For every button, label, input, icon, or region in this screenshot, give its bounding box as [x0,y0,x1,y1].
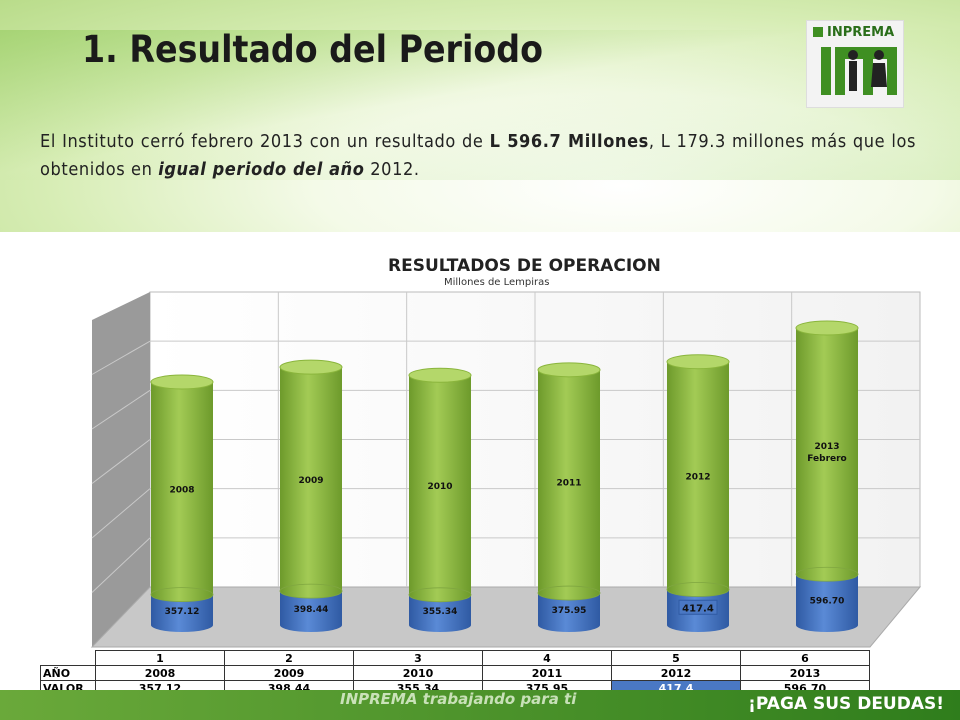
inprema-logo: INPREMA [806,20,904,108]
gridline [91,389,151,430]
cylinder-value-label: 417.4 [682,603,714,614]
table-cell: 2011 [482,665,612,681]
slide-title: 1. Resultado del Periodo [82,28,543,71]
header-swoosh [0,30,960,180]
cylinder-year-label: 2009 [298,476,323,486]
summary-text-3: 2012. [364,159,420,180]
cylinder-value-label: 375.95 [552,606,587,616]
cylinder-value-segment [280,591,342,632]
cylinder-total-segment [409,375,471,602]
cylinder-year-label: Febrero [807,454,847,464]
cylinder-top-cap [537,362,601,378]
logo-figure-icon [813,27,897,95]
chart-floor [90,586,922,648]
row-label-year: AÑO [40,665,96,681]
cylinder-chart: 2008 357.12 2009 398.44 2010 355.34 2011 375.95… [90,291,922,648]
table-cell: 3 [353,650,483,666]
cylinder-year-label: 2008 [169,485,194,495]
slide-header-background [0,0,960,232]
footer-bar [0,690,960,720]
gridline [91,439,151,484]
gridline [91,488,151,539]
chart-subtitle: Millones de Lempiras [444,277,550,288]
cylinder-value-label: 355.34 [423,607,458,617]
value-label-highlight-box [678,599,718,615]
cylinder-value-label: 398.44 [294,605,329,615]
cylinder-value-segment [150,594,213,632]
summary-highlight-amount: L 596.7 Millones [489,131,649,152]
cylinder-value-segment [538,593,600,632]
cylinder-total-segment [796,328,858,582]
table-cell: 5 [611,650,741,666]
summary-highlight-period: igual periodo del año [158,159,365,180]
table-row-year: AÑO 2008 2009 2010 2011 2012 2013 [40,665,870,681]
cylinder-year-label: 2013 [814,442,839,452]
cylinder-total-segment [151,382,213,602]
table-cell: 1 [95,650,225,666]
cylinder-top-cap [408,367,472,383]
cylinder-year-label: 2010 [427,482,452,492]
table-cell: 2008 [95,665,225,681]
cylinder-year-label: 2011 [556,478,581,488]
cylinder-year-label: 2012 [685,473,710,483]
cylinder-value-label: 357.12 [165,607,200,617]
table-cell: 6 [740,650,870,666]
table-cell: 2013 [740,665,870,681]
summary-paragraph: El Instituto cerró febrero 2013 con un r… [40,128,916,184]
table-cell: 4 [482,650,612,666]
cylinder-total-segment [667,361,729,597]
cylinder-mid-ring [666,582,730,597]
cylinder-top-cap [279,359,343,375]
cylinder-total-segment [280,367,342,599]
table-row-categories: 1 2 3 4 5 6 [41,650,870,666]
cylinder-total-segment [538,369,600,601]
footer-callout: ¡PAGA SUS DEUDAS! [748,694,944,714]
cylinder-top-cap [666,354,730,370]
chart-side-wall [92,292,150,647]
gridline [91,537,151,593]
cylinder-value-segment [796,574,858,632]
table-cell: 2009 [224,665,354,681]
cylinder-mid-ring [537,585,601,601]
table-cell: 2 [224,650,354,666]
summary-text-1: El Instituto cerró febrero 2013 con un r… [40,131,490,152]
cylinder-top-cap [150,374,214,390]
summary-text-2: , L 179.3 millones más que los obtenidos… [40,131,917,180]
logo-text: INPREMA [827,25,895,40]
cylinder-mid-ring [408,587,472,603]
gridline [91,340,151,375]
cylinder-mid-ring [279,583,343,599]
cylinder-value-label: 596.70 [810,597,845,607]
cylinder-top-cap [795,320,859,336]
table-cell: 2010 [353,665,483,681]
cylinder-mid-ring [150,587,214,603]
cylinder-mid-ring [795,566,859,582]
chart-title: RESULTADOS DE OPERACION [388,256,661,276]
cylinder-value-segment [409,594,471,632]
footer-slogan: INPREMA trabajando para ti [340,690,577,708]
table-corner [41,651,96,666]
table-cell: 2012 [611,665,741,681]
